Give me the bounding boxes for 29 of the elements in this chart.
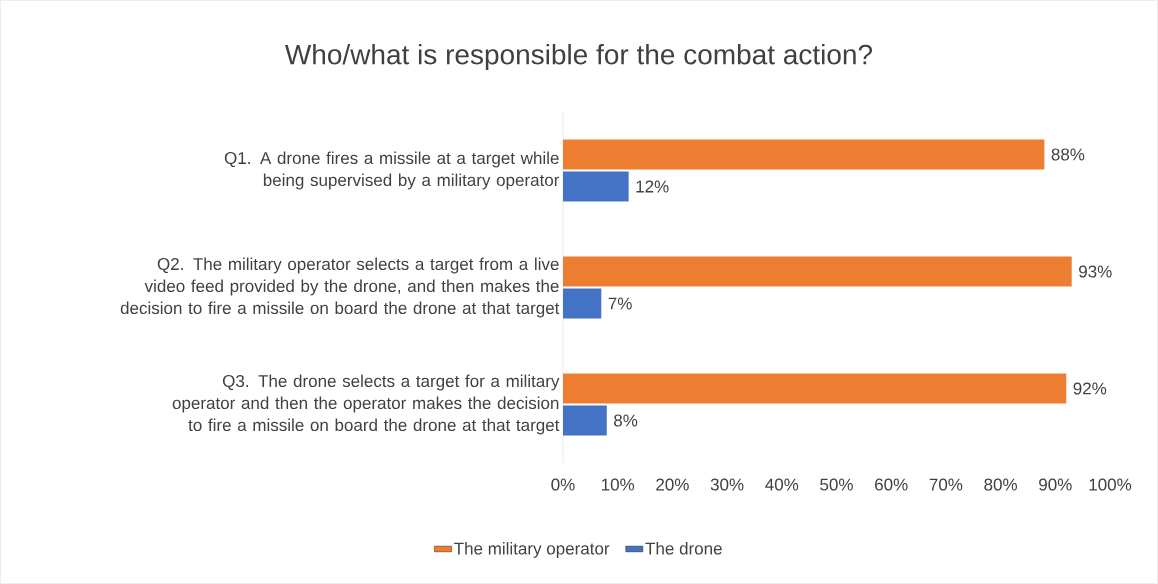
bar	[563, 373, 1067, 404]
x-tick-label: 100%	[1089, 478, 1132, 491]
x-tick-label: 70%	[929, 478, 963, 491]
data-label: 8%	[614, 414, 638, 427]
x-tick-label: 30%	[710, 478, 744, 491]
x-tick-label: 40%	[765, 478, 799, 491]
data-label: 92%	[1073, 382, 1107, 395]
x-tick-label: 60%	[875, 478, 908, 491]
x-tick-label: 50%	[820, 478, 853, 491]
y-tick-label: Q3. The drone selects a target for a military operator and then the operator makes the decision to fire a missile on board the drone at that target	[172, 374, 560, 435]
legend-label: The military operator	[454, 542, 610, 558]
x-tick-label: 0%	[551, 478, 575, 491]
bar	[563, 256, 1072, 287]
bar	[563, 139, 1045, 170]
bar	[563, 171, 629, 202]
chart-title: Who/what is responsible for the combat action?	[284, 43, 873, 71]
bar	[563, 288, 602, 319]
y-tick-label: Q1. A drone fires a missile at a target while being supervised by a military operator	[224, 151, 560, 190]
bar	[563, 405, 607, 436]
data-label: 12%	[636, 180, 669, 193]
x-tick-label: 80%	[984, 478, 1018, 491]
x-tick-label: 90%	[1039, 478, 1072, 491]
data-label: 7%	[608, 297, 632, 310]
data-label: 88%	[1051, 148, 1085, 161]
data-label: 93%	[1079, 265, 1112, 278]
x-tick-label: 10%	[601, 478, 635, 491]
y-tick-label: Q2. The military operator selects a target from a live video feed provided by the drone, and then makes the decision to fire a missile on board the drone at that target	[120, 257, 560, 318]
x-tick-label: 20%	[656, 478, 689, 491]
legend-label: The drone	[645, 542, 722, 555]
